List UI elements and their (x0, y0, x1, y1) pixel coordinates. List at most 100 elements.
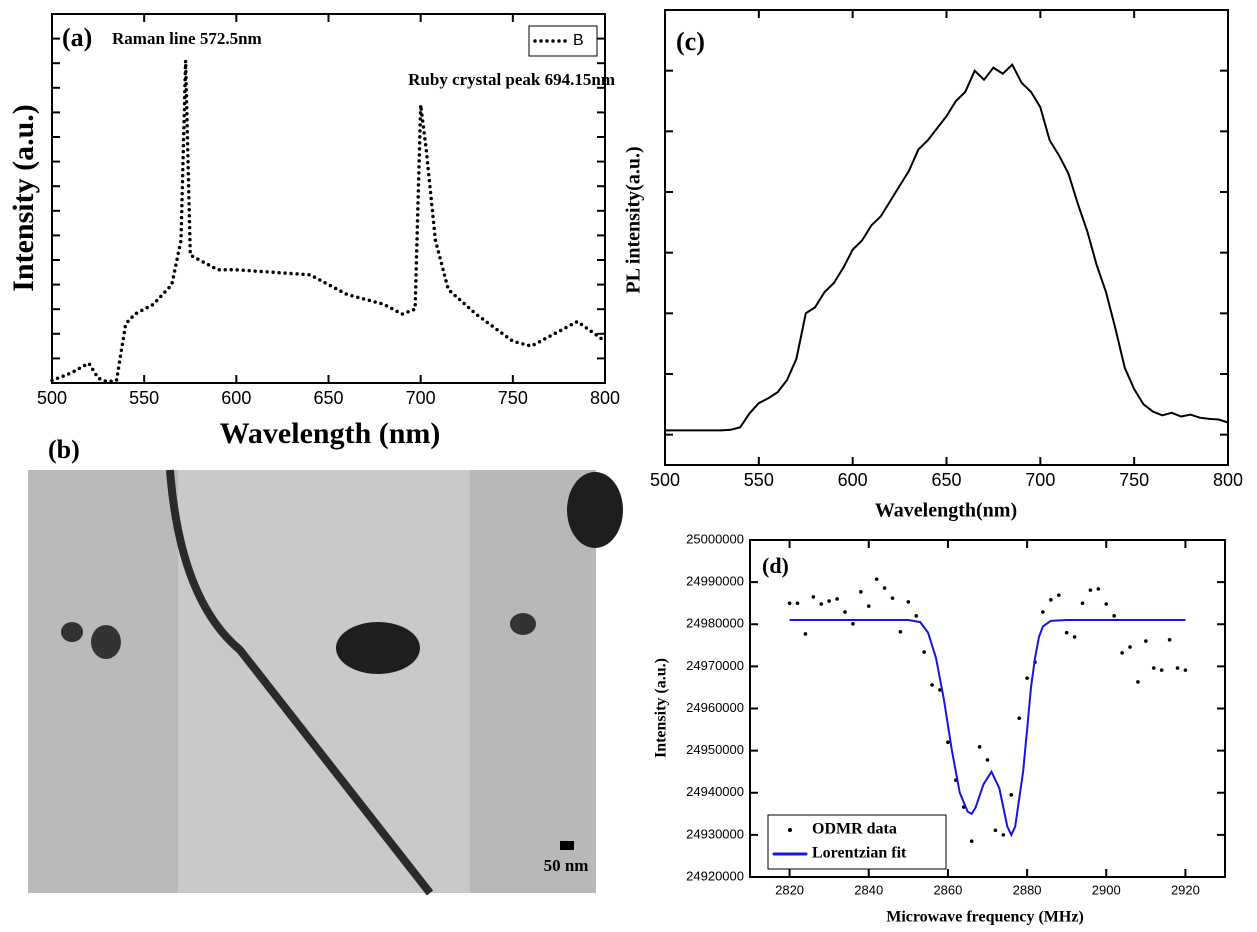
y-tick-label: 24970000 (686, 658, 744, 673)
data-line (50, 60, 607, 384)
y-axis-label: PL intensity(a.u.) (623, 146, 645, 293)
x-tick-label: 500 (37, 388, 67, 408)
image-particle (91, 625, 121, 659)
chart-panel: 500 550 600 650 700 750 800 (a) Wavelength (nm) I… (7, 13, 620, 450)
x-tick-label: 800 (590, 388, 620, 408)
data-point (985, 758, 990, 762)
data-point (1183, 668, 1188, 672)
data-point (882, 586, 887, 590)
data-point (795, 601, 800, 605)
x-tick-label: 700 (1025, 470, 1055, 490)
data-point (1159, 668, 1164, 672)
data-point (1072, 635, 1077, 639)
data-point (1167, 638, 1172, 642)
data-point (1025, 676, 1029, 680)
y-axis-label: Intensity (a.u.) (7, 104, 40, 292)
x-tick-label: 550 (129, 388, 159, 408)
legend-label: Lorentzian fit (812, 845, 907, 862)
x-tick-label: 800 (1213, 470, 1243, 490)
y-tick-label: 24990000 (686, 574, 744, 589)
x-tick-label: 650 (931, 470, 961, 490)
data-point (1041, 610, 1045, 614)
data-point (1049, 598, 1053, 602)
data-point (843, 610, 847, 614)
y-axis-label: Intensity (a.u.) (653, 658, 670, 758)
legend-box (528, 25, 598, 57)
data-point (819, 602, 824, 606)
data-point (1175, 666, 1180, 670)
scale-bar-label: 50 nm (544, 856, 589, 875)
legend-box (767, 814, 947, 870)
x-tick-label: 600 (221, 388, 251, 408)
data-point (859, 590, 863, 594)
data-point (1151, 666, 1156, 670)
data-point (1017, 716, 1021, 720)
data-point (787, 601, 792, 605)
data-point (866, 604, 871, 608)
x-tick-label: 2880 (1013, 882, 1042, 897)
data-point (1120, 651, 1124, 655)
x-tick-label: 2900 (1092, 882, 1121, 897)
data-point (1112, 614, 1116, 618)
x-tick-label: 550 (744, 470, 774, 490)
data-point (977, 745, 982, 749)
data-point (1136, 680, 1140, 684)
data-point (914, 614, 919, 618)
data-line (789, 619, 1186, 838)
data-point (835, 597, 839, 601)
x-tick-label: 2920 (1171, 882, 1200, 897)
legend-label: ODMR data (812, 821, 897, 838)
data-point (811, 595, 816, 599)
data-point (1104, 602, 1109, 606)
data-point (1080, 601, 1085, 605)
y-tick-label: 24930000 (686, 826, 744, 841)
tem-image: 50 nm (28, 469, 623, 896)
data-point (874, 577, 879, 581)
data-point (1096, 587, 1101, 591)
panel-label: (a) (62, 23, 92, 52)
data-point (898, 630, 903, 634)
data-point (946, 740, 950, 744)
image-particle (61, 622, 83, 642)
panel-label: (c) (676, 27, 705, 56)
data-point (906, 600, 911, 604)
x-tick-label: 2860 (933, 882, 962, 897)
x-axis-label: Microwave frequency (MHz) (886, 909, 1084, 926)
data-point (890, 596, 895, 600)
x-tick-label: 500 (650, 470, 680, 490)
data-point (1064, 630, 1069, 635)
data-point (851, 622, 855, 626)
data-point (1056, 593, 1061, 597)
y-tick-label: 24940000 (686, 784, 744, 799)
data-point (993, 828, 998, 833)
image-fiber (166, 469, 434, 896)
x-tick-label: 750 (498, 388, 528, 408)
y-tick-label: 25000000 (686, 531, 744, 546)
data-point (1088, 588, 1093, 592)
data-point (827, 599, 831, 603)
image-texture (28, 470, 178, 893)
y-tick-label: 24950000 (686, 742, 744, 757)
data-point (1001, 833, 1006, 837)
x-tick-label: 750 (1119, 470, 1149, 490)
data-point (1009, 793, 1014, 797)
panel-label: (b) (48, 435, 80, 464)
data-point (803, 632, 808, 636)
image-particle (510, 613, 536, 635)
x-tick-label: 700 (406, 388, 436, 408)
data-point (922, 650, 926, 654)
scale-bar (560, 841, 574, 850)
x-tick-label: 600 (838, 470, 868, 490)
data-point (969, 839, 974, 843)
annotation: Ruby crystal peak 694.15nm (408, 70, 615, 89)
x-axis-label: Wavelength(nm) (875, 500, 1017, 522)
data-point (1128, 645, 1132, 649)
panel-label: (d) (762, 553, 789, 578)
image-particle (567, 472, 623, 548)
legend-label: B (573, 32, 584, 49)
image-texture (470, 470, 596, 893)
x-tick-label: 650 (313, 388, 343, 408)
data-point (930, 683, 934, 687)
data-point (1144, 639, 1148, 643)
